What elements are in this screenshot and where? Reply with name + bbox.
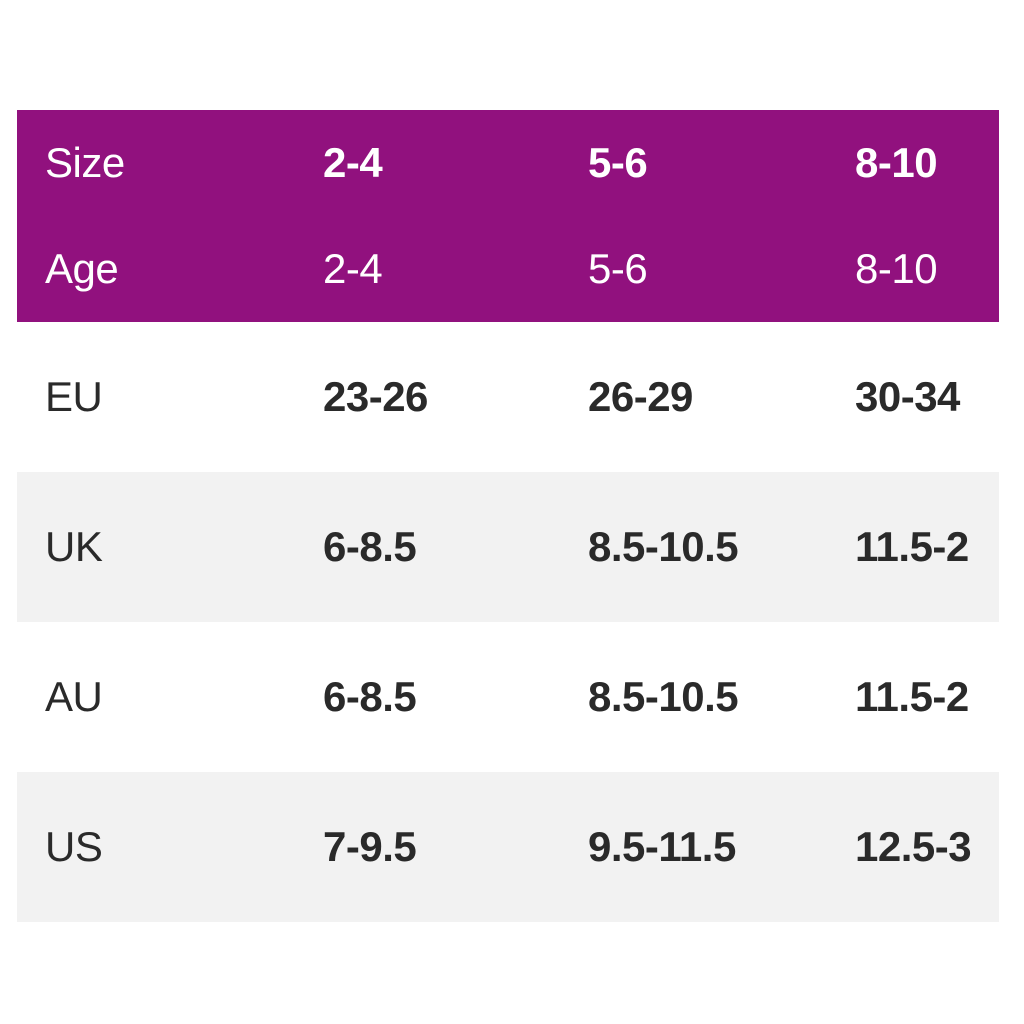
au-value: 8.5-10.5 [588, 673, 739, 720]
size-value: 8-10 [855, 139, 938, 186]
size-value: 5-6 [588, 139, 648, 186]
us-value: 7-9.5 [323, 823, 417, 870]
age-value: 5-6 [588, 245, 648, 292]
uk-row-label: UK [45, 523, 103, 570]
au-value: 11.5-2 [855, 673, 969, 720]
age-row-label: Age [45, 245, 119, 292]
eu-value: 30-34 [855, 373, 960, 420]
table-row-uk: UK 6-8.5 8.5-10.5 11.5-2 [17, 472, 999, 622]
size-chart-header: Size 2-4 5-6 8-10 Age 2-4 5-6 8-10 [17, 110, 999, 322]
us-value: 12.5-3 [855, 823, 972, 870]
header-row-age: Age 2-4 5-6 8-10 [17, 216, 999, 322]
uk-value: 8.5-10.5 [588, 523, 739, 570]
age-value: 2-4 [323, 245, 383, 292]
us-row-label: US [45, 823, 103, 870]
size-value: 2-4 [323, 139, 383, 186]
eu-value: 23-26 [323, 373, 428, 420]
eu-value: 26-29 [588, 373, 693, 420]
table-row-eu: EU 23-26 26-29 30-34 [17, 322, 999, 472]
header-row-size: Size 2-4 5-6 8-10 [17, 110, 999, 216]
au-row-label: AU [45, 673, 103, 720]
uk-value: 6-8.5 [323, 523, 417, 570]
age-value: 8-10 [855, 245, 938, 292]
size-row-label: Size [45, 139, 125, 186]
size-chart-table: Size 2-4 5-6 8-10 Age 2-4 5-6 8-10 EU 23… [17, 110, 999, 922]
us-value: 9.5-11.5 [588, 823, 736, 870]
eu-row-label: EU [45, 373, 103, 420]
table-row-us: US 7-9.5 9.5-11.5 12.5-3 [17, 772, 999, 922]
uk-value: 11.5-2 [855, 523, 969, 570]
table-row-au: AU 6-8.5 8.5-10.5 11.5-2 [17, 622, 999, 772]
au-value: 6-8.5 [323, 673, 417, 720]
